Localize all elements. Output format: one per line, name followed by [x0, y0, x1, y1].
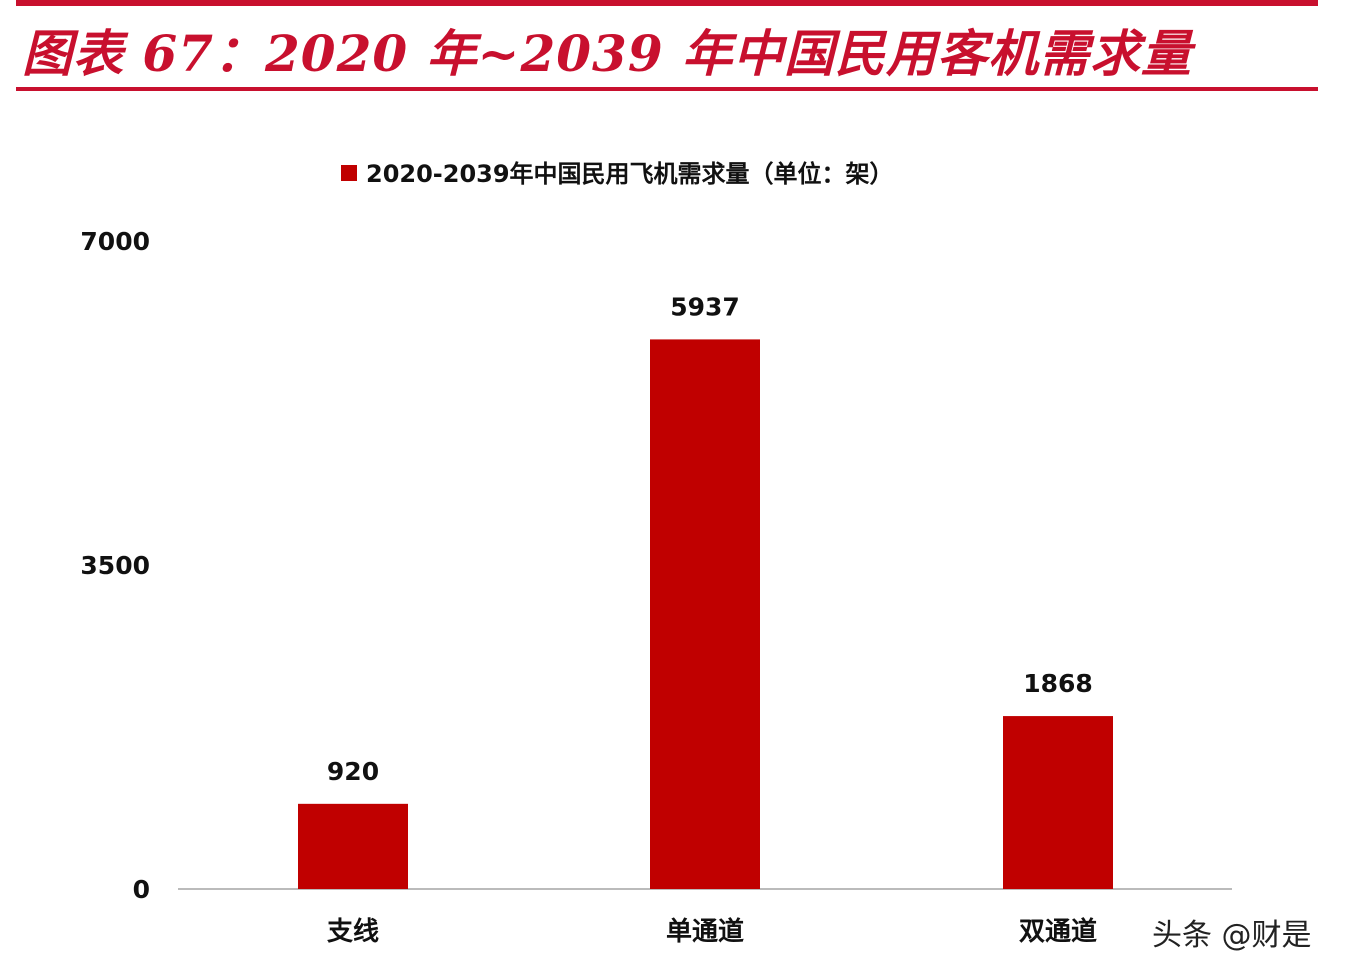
title-top-rule	[16, 0, 1318, 6]
bar	[1003, 716, 1113, 889]
x-tick-label: 支线	[327, 917, 379, 947]
y-tick-label: 7000	[80, 227, 150, 256]
bar	[298, 803, 408, 889]
data-label: 920	[327, 757, 379, 786]
legend-label: 2020-2039年中国民用飞机需求量（单位：架）	[366, 160, 894, 188]
x-tick-label: 单通道	[666, 916, 744, 947]
bar	[650, 339, 760, 889]
data-label: 5937	[670, 292, 740, 321]
legend-swatch	[341, 165, 357, 181]
page-title: 图表 67：2020 年~2039 年中国民用客机需求量	[22, 24, 1193, 83]
title-bottom-rule	[16, 87, 1318, 91]
data-label: 1868	[1023, 669, 1093, 698]
watermark: 头条 @财是	[1152, 918, 1312, 953]
x-tick-label: 双通道	[1019, 916, 1097, 947]
y-tick-label: 3500	[80, 551, 150, 580]
y-tick-label: 0	[133, 875, 150, 904]
